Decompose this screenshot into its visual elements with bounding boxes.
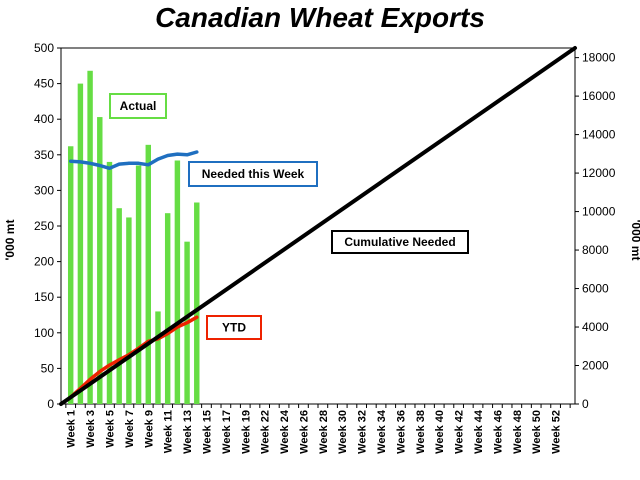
left-tick-label: 150	[34, 290, 54, 304]
actual-bar	[97, 117, 103, 405]
left-tick-label: 50	[41, 361, 55, 375]
actual-bar	[87, 70, 93, 404]
x-tick-label: Week 19	[240, 410, 252, 454]
ytd-label-box	[206, 315, 262, 340]
actual-bar	[77, 83, 84, 404]
x-tick-label: Week 52	[551, 410, 563, 454]
x-tick-label: Week 42	[454, 410, 466, 454]
actual-bar	[116, 208, 122, 404]
right-tick-label: 10000	[582, 205, 616, 219]
actual-bar	[106, 161, 113, 404]
needed-this-week-line	[68, 150, 199, 171]
left-tick-label: 100	[34, 326, 54, 340]
x-tick-label: Week 26	[298, 410, 310, 454]
x-tick-label: Week 17	[221, 410, 233, 454]
chart-title: Canadian Wheat Exports	[155, 2, 485, 33]
actual-bar	[155, 311, 161, 404]
actual-bar	[126, 217, 132, 404]
x-tick-label: Week 22	[260, 410, 272, 454]
actual-bar	[164, 213, 171, 404]
actual-bar	[135, 165, 142, 404]
x-tick-label: Week 3	[85, 410, 97, 448]
right-axis-ticks: 0 2000 4000 6000 8000 10000 12000 14000 16000 180…	[575, 51, 616, 411]
left-tick-label: 400	[34, 112, 54, 126]
x-tick-label: Week 11	[163, 410, 175, 453]
left-tick-label: 200	[34, 255, 54, 269]
right-tick-label: 14000	[582, 128, 616, 142]
left-tick-label: 300	[34, 183, 54, 197]
x-tick-label: Week 28	[318, 410, 330, 454]
right-tick-label: 2000	[582, 359, 609, 373]
right-tick-label: 4000	[582, 320, 609, 334]
y-axis-label-left: '000 mt	[3, 220, 17, 261]
right-tick-label: 12000	[582, 166, 616, 180]
left-tick-label: 350	[34, 148, 54, 162]
left-tick-label: 450	[34, 77, 54, 91]
right-tick-label: 16000	[582, 89, 616, 103]
actual-bar	[145, 144, 151, 404]
actual-label: Actual	[120, 99, 157, 113]
x-tick-label: Week 46	[492, 410, 504, 454]
cumulative-needed-label: Cumulative Needed	[344, 235, 455, 249]
x-tick-label: Week 1	[66, 410, 78, 448]
annotations: Actual Needed this Week Cumulative Needed Y…	[109, 93, 469, 340]
x-tick-label: Week 7	[124, 410, 136, 448]
x-tick-label: Week 9	[143, 410, 155, 448]
left-tick-label: 500	[34, 41, 54, 55]
x-tick-label: Week 15	[201, 410, 213, 454]
left-tick-label: 250	[34, 219, 54, 233]
right-tick-label: 6000	[582, 282, 609, 296]
ytd-label: YTD	[222, 321, 246, 335]
actual-bar	[67, 146, 74, 405]
x-tick-label: Week 30	[337, 410, 349, 454]
left-axis-ticks: 0 50 100 150 200 250 300 350 400 450 500	[34, 41, 61, 411]
x-tick-label: Week 36	[395, 410, 407, 454]
x-tick-label: Week 38	[415, 410, 427, 454]
y-axis-label-right: '000 mt	[629, 220, 640, 261]
x-tick-label: Week 5	[104, 410, 116, 448]
x-tick-label: Week 32	[357, 410, 369, 454]
x-tick-label: Week 44	[473, 409, 485, 454]
needed-this-week-label-box	[188, 161, 318, 187]
series-lines	[59, 46, 577, 406]
x-tick-label: Week 48	[512, 410, 524, 454]
cumulative-needed-label-box	[331, 230, 469, 254]
x-tick-label: Week 50	[531, 410, 543, 454]
x-axis-ticks: Week 1 Week 3 Week 5 Week 7 Week 9 Week 11 Wee…	[65, 404, 571, 454]
x-tick-label: Week 13	[182, 410, 194, 454]
right-tick-label: 0	[582, 397, 589, 411]
right-tick-label: 18000	[582, 51, 616, 65]
actual-label-box	[109, 93, 167, 119]
right-tick-label: 8000	[582, 243, 609, 257]
actual-bar	[174, 160, 181, 404]
x-tick-label: Week 40	[434, 410, 446, 454]
left-tick-label: 0	[47, 397, 54, 411]
cumulative-needed-line	[59, 46, 577, 406]
needed-this-week-label: Needed this Week	[202, 167, 305, 181]
x-tick-label: Week 34	[376, 409, 388, 454]
actual-bar	[194, 202, 200, 404]
x-tick-label: Week 24	[279, 409, 291, 454]
